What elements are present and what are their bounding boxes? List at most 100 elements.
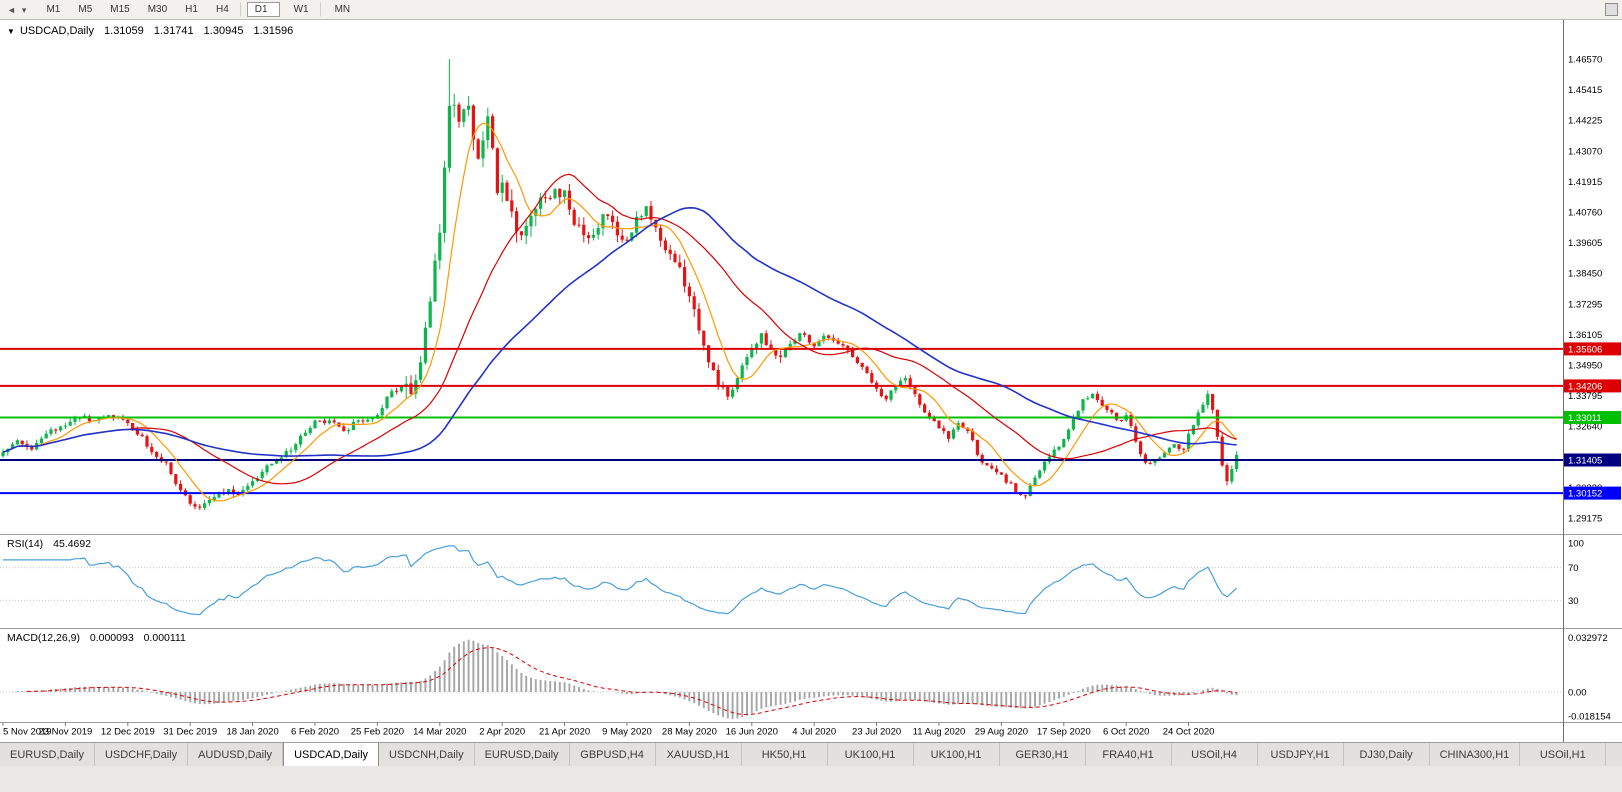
candle-body: [745, 357, 749, 365]
chart-tab[interactable]: EURUSD,Daily: [475, 743, 570, 766]
chart-tab[interactable]: AUDUSD,Daily: [188, 743, 284, 766]
candle-body: [1139, 441, 1143, 455]
chart-tab-label: XAUUSD,H1: [666, 748, 730, 761]
price-tick-label: 1.33795: [1568, 391, 1602, 402]
candle-body: [740, 365, 744, 378]
chart-tab[interactable]: XAUUSD,H1: [656, 743, 742, 766]
chart-tab[interactable]: USDCAD,Daily: [283, 743, 380, 766]
timeframe-buttons: M1 M5 M15 M30 H1 H4 D1 W1 MN: [37, 0, 359, 19]
timeframe-button[interactable]: H4: [208, 2, 241, 17]
timeframe-button[interactable]: M5: [70, 2, 100, 17]
candle-body: [462, 109, 466, 122]
candle-body: [1230, 469, 1234, 482]
chart-tab[interactable]: UK100,H1: [914, 743, 1000, 766]
candle-body: [1196, 412, 1200, 426]
candle-body: [323, 420, 327, 424]
chart-tab[interactable]: USDJPY,H1: [1258, 743, 1344, 766]
candle-body: [423, 327, 427, 363]
candle-body: [1057, 446, 1061, 450]
chart-canvas[interactable]: 1.46570 1.45415 1.44225 1.43070 1.41915 1.407…: [0, 0, 1622, 742]
chart-tab[interactable]: USDCNH,Daily: [379, 743, 475, 766]
candle-body: [548, 197, 552, 199]
candle-body: [1225, 465, 1229, 482]
ma-line-27: [2, 173, 1237, 485]
dropdown-caret-icon[interactable]: ▾: [21, 4, 27, 15]
price-line-badge[interactable]: [1564, 453, 1621, 467]
timeframe-button[interactable]: H1: [177, 2, 206, 17]
candle-body: [923, 404, 927, 413]
candle-body: [1220, 436, 1224, 466]
candle-body: [1235, 454, 1239, 470]
price-line-badge[interactable]: [1564, 486, 1621, 500]
candle-body: [1052, 449, 1056, 457]
candle-body: [731, 389, 735, 397]
macd-histogram: [11, 639, 1238, 719]
candle-body: [611, 215, 615, 222]
candle-body: [851, 350, 855, 357]
date-tick-label: 14 Mar 2020: [413, 727, 466, 738]
candle-body: [558, 189, 562, 198]
candle-body: [817, 341, 821, 347]
symbol-dropdown-icon[interactable]: ▼: [7, 27, 15, 36]
chart-back-icon[interactable]: ◄: [7, 4, 16, 15]
toolbar-end-icon[interactable]: [1605, 3, 1618, 16]
candle-body: [395, 390, 399, 392]
candle-body: [342, 426, 346, 432]
candle-body: [327, 420, 331, 424]
timeframe-button[interactable]: W1: [286, 2, 321, 17]
macd-signal-line: [26, 647, 1237, 716]
candle-body: [894, 386, 898, 391]
price-tick-label: 1.46570: [1568, 55, 1602, 66]
candle-body: [543, 197, 547, 199]
chart-tab-bar: EURUSD,Daily USDCHF,Daily AUDUSD,Daily U…: [0, 742, 1622, 766]
candle-body: [673, 253, 677, 262]
candle-body: [870, 373, 874, 383]
chart-tab[interactable]: GER30,H1: [1000, 743, 1086, 766]
date-tick-label: 25 Feb 2020: [351, 727, 404, 738]
candle-body: [107, 415, 111, 418]
chart-tab[interactable]: EURUSD,Daily: [0, 743, 95, 766]
chart-tab[interactable]: GBPUSD,H4: [570, 743, 656, 766]
candle-body: [707, 345, 711, 363]
price-tick-label: 1.38450: [1568, 269, 1602, 280]
candle-body: [1110, 410, 1114, 413]
chart-tab-label: EURUSD,Daily: [10, 748, 84, 761]
price-line-badge[interactable]: [1564, 411, 1621, 424]
candle-body: [1134, 426, 1138, 442]
timeframe-button[interactable]: MN: [327, 2, 359, 17]
candle-body: [879, 388, 883, 397]
chart-tab[interactable]: USDCHF,Daily: [95, 743, 189, 766]
candle-body: [1167, 447, 1171, 453]
price-line-badge[interactable]: [1564, 379, 1621, 393]
chart-tab[interactable]: USOil,H4: [1172, 743, 1258, 766]
candle-body: [1115, 412, 1119, 420]
open-value: 1.31059: [104, 25, 144, 37]
candle-body: [942, 428, 946, 432]
chart-tab[interactable]: CHINA300,H1: [1430, 743, 1521, 766]
timeframe-button[interactable]: M15: [102, 2, 137, 17]
chart-tab[interactable]: UK100,H1: [828, 743, 914, 766]
price-line-badge[interactable]: [1564, 342, 1621, 356]
date-tick-label: 4 Jul 2020: [792, 727, 836, 738]
timeframe-button[interactable]: M30: [140, 2, 175, 17]
chart-tab[interactable]: FRA40,H1: [1086, 743, 1172, 766]
timeframe-button[interactable]: D1: [246, 2, 280, 17]
price-tick-label: 1.29175: [1568, 514, 1602, 525]
candle-body: [587, 235, 591, 238]
chart-tab-label: DJ30,Daily: [1359, 748, 1413, 761]
price-tick-label: 1.45415: [1568, 85, 1602, 96]
candle-body: [980, 455, 984, 463]
candle-body: [251, 481, 255, 486]
candle-body: [1062, 438, 1066, 448]
candle-body: [553, 189, 557, 199]
candle-body: [457, 104, 461, 122]
candle-body: [87, 416, 91, 422]
candle-body: [601, 214, 605, 229]
chart-tab[interactable]: HK50,H1: [742, 743, 828, 766]
chart-tab[interactable]: USOil,H1: [1520, 743, 1607, 766]
candle-body: [1091, 394, 1095, 399]
candle-body: [663, 240, 667, 251]
chart-tab[interactable]: DJ30,Daily: [1344, 743, 1430, 766]
timeframe-button[interactable]: M1: [38, 2, 68, 17]
